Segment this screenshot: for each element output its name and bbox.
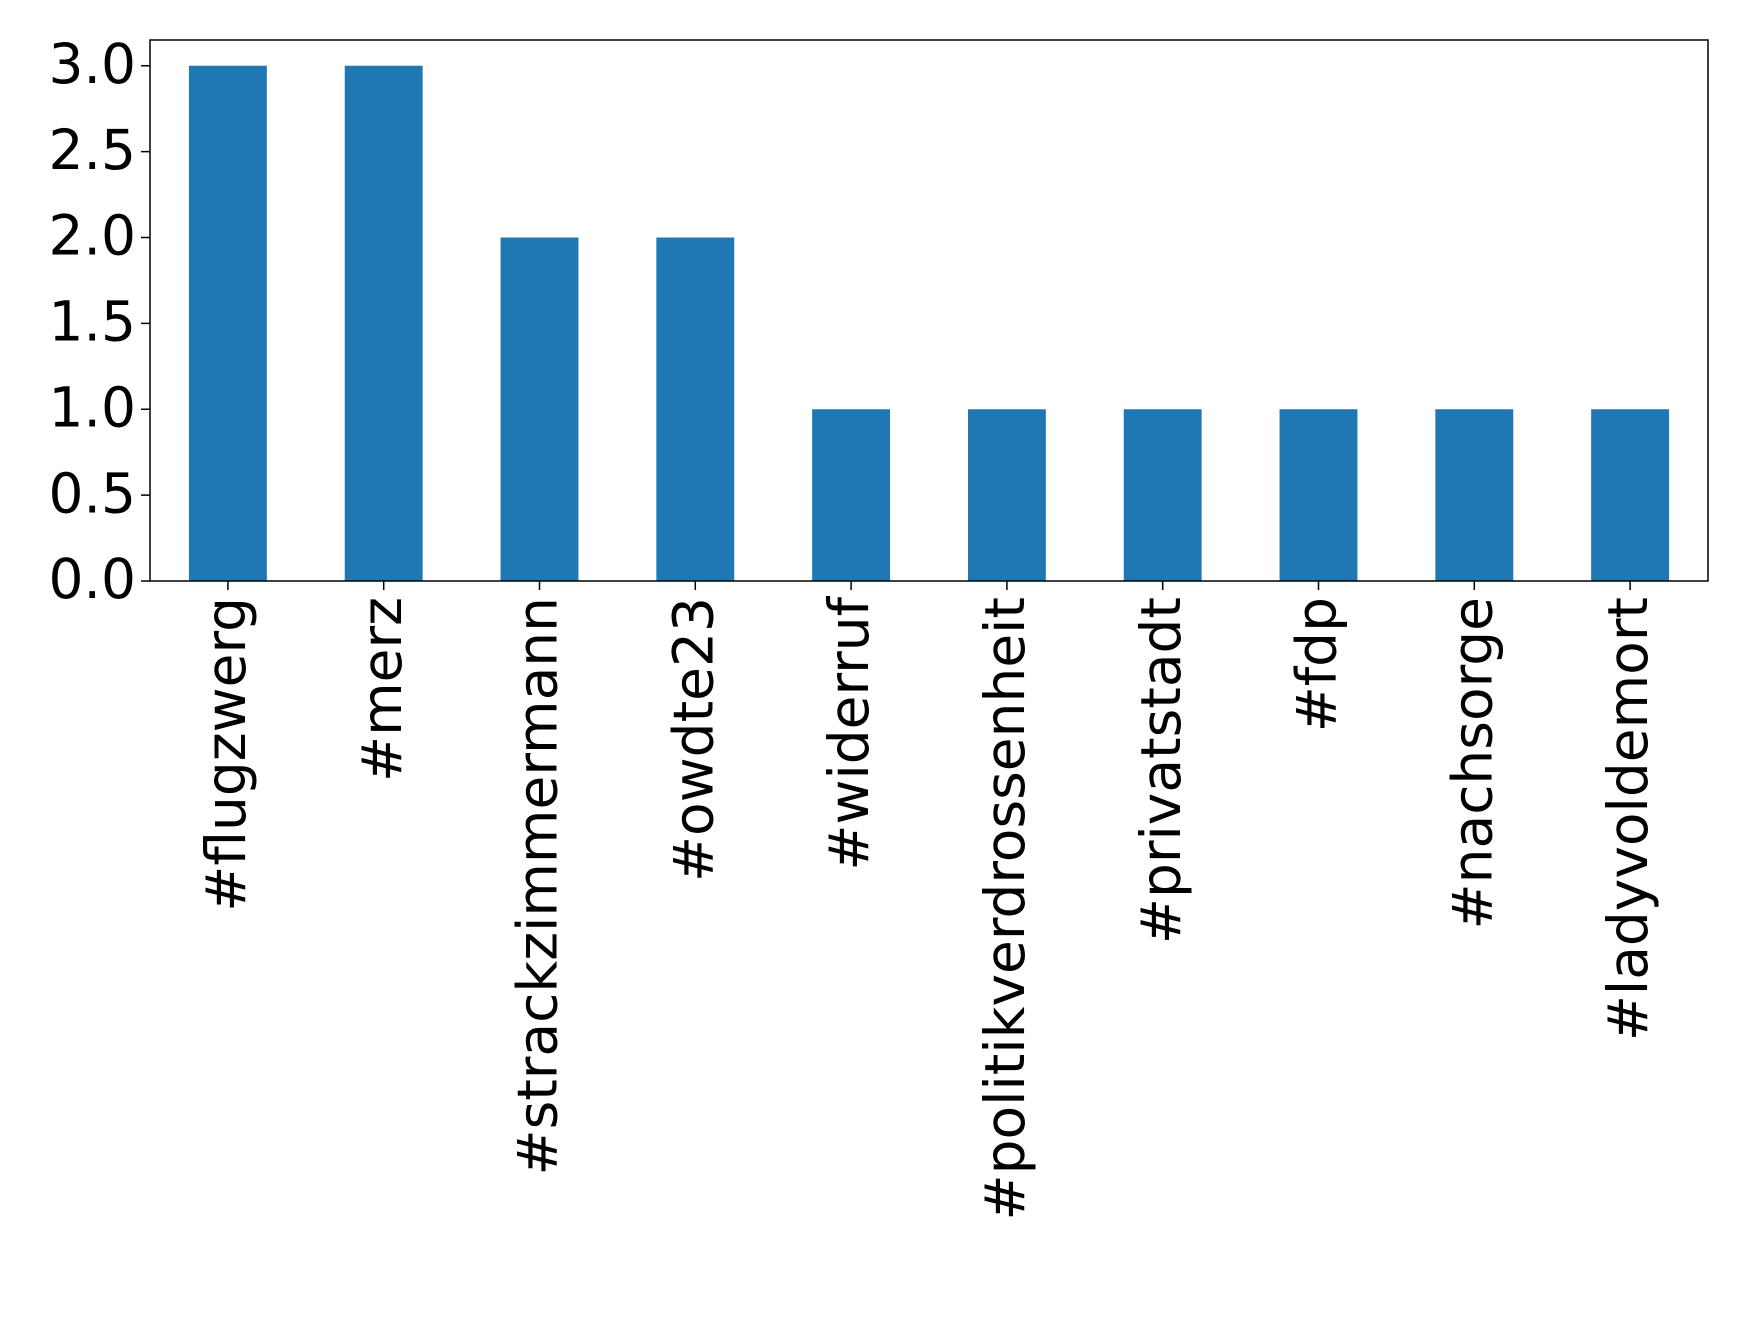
- y-tick-label: 0.0: [49, 547, 136, 611]
- bar: [656, 237, 735, 581]
- y-tick-label: 1.5: [49, 290, 136, 354]
- plot-frame: [149, 39, 1709, 582]
- x-tick-label: #strackzimmermann: [506, 597, 570, 1176]
- bar: [812, 409, 891, 581]
- bar: [1123, 409, 1202, 581]
- y-tick-label: 3.0: [49, 32, 136, 96]
- bar: [967, 409, 1046, 581]
- bar: [344, 65, 423, 581]
- x-tick-label: #widerruf: [817, 595, 881, 870]
- x-tick-label: #merz: [350, 597, 414, 782]
- y-tick-label: 0.5: [49, 461, 136, 525]
- x-tick-label: #owdte23: [661, 597, 725, 882]
- bar: [1279, 409, 1358, 581]
- y-tick-label: 2.0: [49, 204, 136, 268]
- bar: [188, 65, 267, 581]
- y-tick-label: 1.0: [49, 375, 136, 439]
- bar: [1435, 409, 1514, 581]
- bar: [500, 237, 579, 581]
- x-tick-label: #ladyvoldemort: [1596, 597, 1660, 1041]
- x-tick-label: #nachsorge: [1440, 597, 1504, 929]
- y-tick-label: 2.5: [49, 118, 136, 182]
- x-tick-label: #flugzwerg: [194, 597, 258, 912]
- x-tick-label: #fdp: [1285, 597, 1349, 732]
- x-tick-label: #privatstadt: [1129, 597, 1193, 944]
- bar: [1591, 409, 1670, 581]
- x-tick-label: #politikverdrossenheit: [973, 597, 1037, 1220]
